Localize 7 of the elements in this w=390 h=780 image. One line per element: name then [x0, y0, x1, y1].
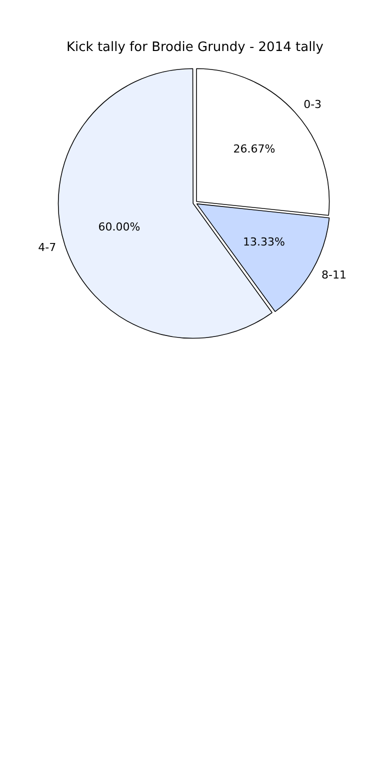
data-label: 13.33% [243, 236, 285, 249]
data-label: 60.00% [98, 220, 140, 234]
slice-label: 0-3 [304, 98, 322, 111]
slice-label: 4-7 [38, 240, 56, 254]
slice-label: 8-11 [322, 268, 346, 282]
chart-title: Kick tally for Brodie Grundy - 2014 tally [66, 40, 324, 56]
data-label: 26.67% [233, 142, 276, 156]
